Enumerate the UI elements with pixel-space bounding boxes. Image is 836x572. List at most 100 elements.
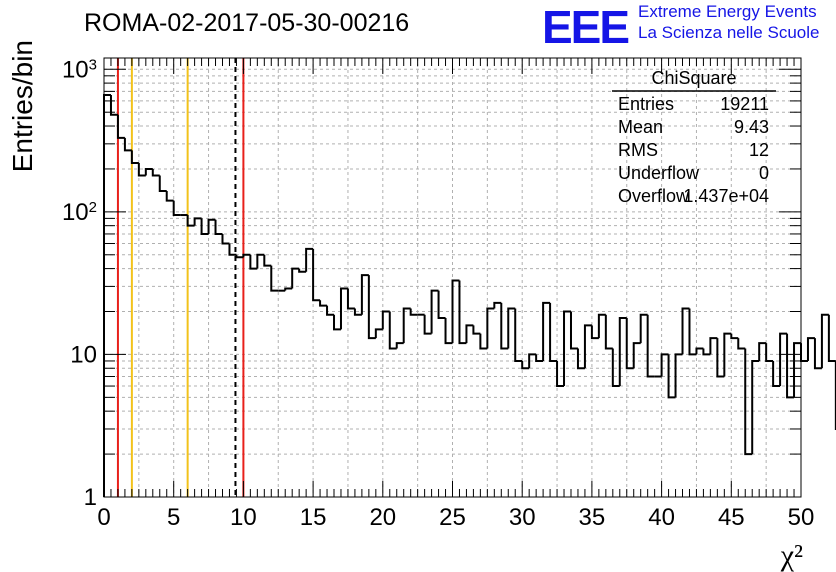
histogram-bin (604, 314, 613, 350)
plot-title: ROMA-02-2017-05-30-00216 (84, 9, 410, 37)
histogram-bin (333, 314, 341, 331)
histogram-bin (193, 217, 202, 226)
histogram-bin (235, 254, 244, 259)
histogram-bin (639, 313, 648, 344)
stats-box: ChiSquare Entries 19211 Mean 9.43 RMS 12 Underf… (612, 68, 776, 206)
histogram-bin (409, 308, 418, 316)
histogram-bin (458, 280, 467, 345)
histogram-bin (751, 359, 760, 455)
histogram-bin (270, 265, 279, 292)
histogram-bin (528, 353, 537, 369)
histogram-bin (786, 333, 795, 399)
histogram-bin (493, 301, 502, 309)
x-tick-label: 30 (509, 504, 536, 531)
y-tick-label: 102 (62, 198, 97, 226)
histogram-bin (144, 167, 153, 176)
histogram-bin (339, 287, 348, 330)
histogram-bin (667, 354, 676, 399)
histogram-bin (709, 337, 718, 355)
histogram-bin (430, 289, 439, 334)
grid (104, 58, 801, 497)
y-tick-label: 10 (70, 341, 97, 368)
stats-row-label: Entries (618, 94, 674, 114)
y-tick-label: 103 (62, 56, 97, 84)
histogram-bin (305, 247, 314, 272)
histogram-bin (695, 347, 704, 355)
histogram-bin (172, 200, 181, 217)
histogram-bin (284, 287, 293, 291)
histogram-bin (388, 311, 397, 350)
stats-row-value: 9.43 (734, 117, 769, 137)
histogram-bin (242, 253, 251, 258)
histogram-bin (312, 248, 321, 302)
histogram-bin (632, 342, 641, 369)
axis-ticks (103, 58, 802, 498)
histogram-bin (200, 218, 209, 235)
histogram-bin (646, 314, 655, 378)
histogram-bin (813, 338, 822, 370)
histogram-bin (256, 253, 265, 269)
histogram-bin (116, 114, 125, 139)
histogram-bin (374, 328, 383, 339)
histogram-bin (486, 307, 495, 349)
histogram-bin (820, 313, 829, 369)
x-tick-label: 45 (718, 504, 745, 531)
histogram-bin (618, 317, 627, 387)
histogram-bin (123, 137, 132, 152)
histogram-bars (103, 94, 836, 497)
histogram-bin (165, 191, 174, 202)
histogram-bin (793, 342, 801, 398)
histogram-bin (744, 348, 753, 456)
stats-row-value: 12 (749, 140, 769, 160)
histogram-bin (611, 348, 620, 388)
histogram-bin (765, 343, 774, 362)
axis-labels: 0 5 10 15 20 25 30 35 40 45 50 1 10 102 103 χ² Entries/b… (7, 40, 814, 572)
stats-row-label: Overflow (618, 186, 690, 206)
eee-logo: EEE (542, 1, 630, 53)
histogram-bin (263, 254, 272, 267)
histogram-bin (381, 310, 390, 330)
stats-row-value: 0 (759, 163, 769, 183)
histogram-bin (542, 301, 551, 361)
histogram-bin (590, 325, 599, 340)
stats-row-value: 1.437e+04 (683, 186, 769, 206)
histogram-bin (207, 218, 216, 234)
x-tick-label: 15 (300, 504, 327, 531)
stats-row-label: Underflow (618, 163, 700, 183)
histogram-bin (319, 300, 328, 307)
x-tick-label: 10 (230, 504, 257, 531)
histogram-bin (465, 324, 474, 344)
histogram-bin (249, 254, 258, 270)
histogram-bin (151, 168, 160, 177)
histogram-bin (625, 318, 634, 370)
histogram-bin (730, 333, 739, 340)
stats-title: ChiSquare (651, 68, 736, 88)
histogram-bin (688, 308, 697, 356)
histogram-bin (298, 268, 307, 273)
histogram-bin (681, 307, 690, 355)
y-axis-label: Entries/bin (7, 40, 38, 172)
histogram-bin (130, 150, 139, 165)
histogram-bin (597, 313, 606, 339)
x-tick-label: 5 (167, 504, 180, 531)
reference-lines (116, 58, 245, 497)
histogram-bin (806, 337, 815, 361)
histogram-bin (103, 94, 111, 497)
histogram-bin (158, 175, 167, 193)
histogram-bin (549, 302, 558, 362)
histogram-bin (326, 305, 335, 316)
histogram-bin (228, 243, 237, 256)
histogram-bin (472, 325, 481, 335)
histogram-bin (521, 360, 530, 370)
histogram-bin (137, 163, 146, 177)
histogram-bin (737, 338, 746, 350)
histogram-bin (583, 324, 592, 369)
histogram-bin (395, 342, 404, 349)
histogram-bin (569, 311, 578, 350)
histogram-bin (214, 219, 223, 235)
stats-row-value: 19211 (720, 94, 769, 114)
x-axis-label: χ² (780, 539, 803, 572)
histogram-bin (514, 308, 523, 362)
histogram-bin (535, 354, 544, 362)
